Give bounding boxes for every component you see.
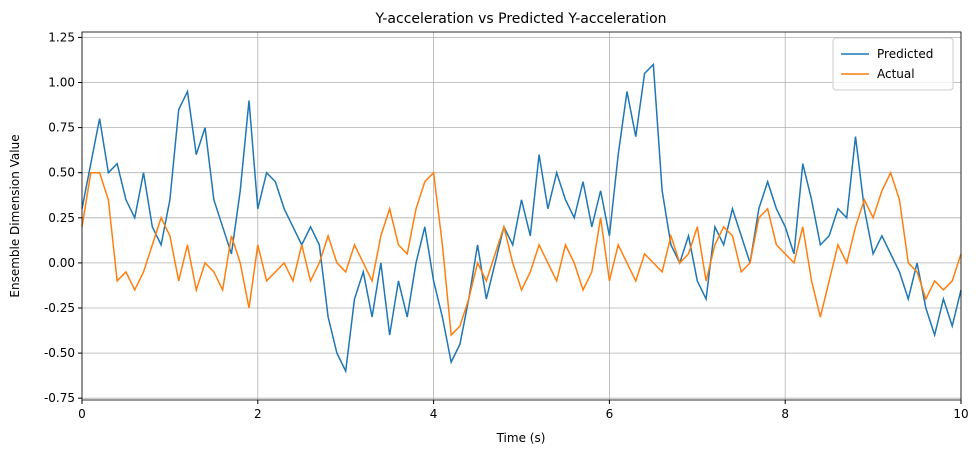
y-tick-label: 0.25	[48, 211, 75, 225]
x-tick-label: 8	[781, 407, 789, 421]
x-axis-label: Time (s)	[496, 431, 546, 445]
chart-title: Y-acceleration vs Predicted Y-accelerati…	[374, 11, 666, 27]
plot-frame	[81, 31, 962, 401]
x-tick-label: 10	[953, 407, 968, 421]
y-tick-label: -0.50	[44, 346, 75, 360]
y-tick-label: 0.75	[48, 121, 75, 135]
legend: Predicted Actual	[832, 37, 954, 91]
x-tick-label: 4	[430, 407, 438, 421]
y-tick-label: 1.25	[48, 30, 75, 44]
y-tick-label: 0.00	[48, 256, 75, 270]
y-tick-label: 1.00	[48, 76, 75, 90]
x-tick-label: 2	[254, 407, 262, 421]
legend-box	[832, 37, 954, 91]
line-series	[81, 170, 962, 337]
legend-label: Predicted	[877, 47, 933, 61]
y-tick-label: 0.50	[48, 166, 75, 180]
x-tick-label: 6	[606, 407, 614, 421]
y-axis-label: Ensemble Dimension Value	[8, 134, 22, 297]
legend-label: Actual	[877, 67, 915, 81]
x-tick-label: 0	[78, 407, 86, 421]
line-series	[81, 62, 962, 374]
y-tick-label: -0.25	[44, 301, 75, 315]
y-tick-label: -0.75	[44, 391, 75, 405]
